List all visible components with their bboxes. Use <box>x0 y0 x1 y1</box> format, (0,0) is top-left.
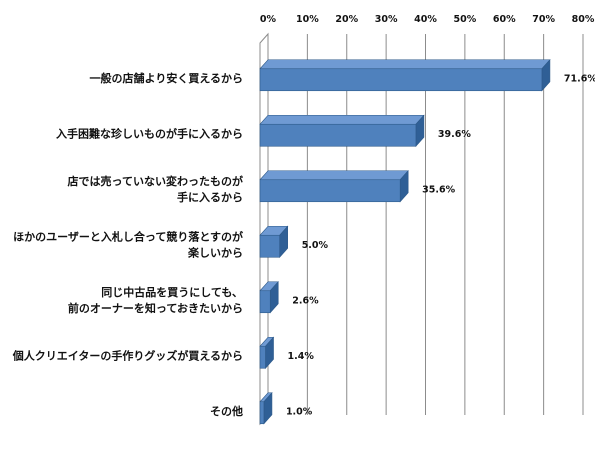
bar <box>259 391 273 425</box>
x-tick-label: 50% <box>454 14 477 25</box>
bar-front-face <box>259 290 271 314</box>
x-axis-ticks: 0% 10% 20% 30% 40% 50% 60% 70% 80% <box>260 14 595 25</box>
data-label: 5.0% <box>302 240 329 251</box>
category-labels: 一般の店舗より安く買えるから入手困難な珍しいものが手に入るから店では売っていない… <box>12 71 243 418</box>
category-label-line: 前のオーナーを知っておきたいから <box>68 301 243 315</box>
x-tick-label: 70% <box>532 14 555 25</box>
x-tick-label: 20% <box>335 14 358 25</box>
bar-front-face <box>259 123 417 147</box>
x-tick-label: 60% <box>493 14 516 25</box>
bar <box>259 225 289 259</box>
data-label: 39.6% <box>438 129 471 140</box>
category-label-line: 入手困難な珍しいものが手に入るから <box>56 126 243 140</box>
bar-top-face <box>259 170 409 181</box>
bar-top-face <box>259 59 551 70</box>
category-label: その他 <box>210 404 243 418</box>
bar <box>259 114 425 148</box>
bar-front-face <box>259 401 265 425</box>
bar <box>259 169 409 203</box>
grid-layer <box>259 32 584 426</box>
category-label-line: 手に入るから <box>177 190 243 204</box>
bar-front-face <box>259 234 280 258</box>
data-label: 1.4% <box>288 351 315 362</box>
data-label: 35.6% <box>422 184 455 195</box>
category-label-line: その他 <box>210 404 243 418</box>
bar <box>259 336 275 370</box>
x-tick-label: 40% <box>414 14 437 25</box>
category-label-line: 店では売っていない変わったものが <box>68 174 243 188</box>
bar-top-face <box>259 114 425 125</box>
category-label-line: ほかのユーザーと入札し合って競り落とすのが <box>13 229 243 243</box>
x-tick-label: 30% <box>375 14 398 25</box>
bar <box>259 58 551 92</box>
bar-front-face <box>259 345 266 369</box>
category-label: 同じ中古品を買うにしても、前のオーナーを知っておきたいから <box>68 285 243 315</box>
category-label: 入手困難な珍しいものが手に入るから <box>56 126 243 140</box>
data-label: 2.6% <box>292 295 319 306</box>
category-label-line: 同じ中古品を買うにしても、 <box>101 285 243 299</box>
x-tick-label: 80% <box>572 14 595 25</box>
category-label: 一般の店舗より安く買えるから <box>90 71 243 85</box>
category-label-line: 楽しいから <box>187 245 243 259</box>
data-label: 1.0% <box>286 406 313 417</box>
bars <box>259 58 551 425</box>
category-label: 店では売っていない変わったものが手に入るから <box>68 174 243 204</box>
category-label: 個人クリエイターの手作りグッズが買えるから <box>12 348 243 362</box>
bar <box>259 280 279 314</box>
category-label: ほかのユーザーと入札し合って競り落とすのが楽しいから <box>13 229 243 259</box>
category-label-line: 個人クリエイターの手作りグッズが買えるから <box>12 348 243 362</box>
bar-front-face <box>259 179 401 203</box>
x-tick-label: 0% <box>260 14 277 25</box>
data-label: 71.6% <box>564 73 595 84</box>
category-label-line: 一般の店舗より安く買えるから <box>90 71 243 85</box>
x-tick-label: 10% <box>296 14 319 25</box>
bar-front-face <box>259 68 543 92</box>
value-labels: 71.6% 39.6% 35.6% 5.0% 2.6% 1.4% 1.0% <box>286 73 595 417</box>
